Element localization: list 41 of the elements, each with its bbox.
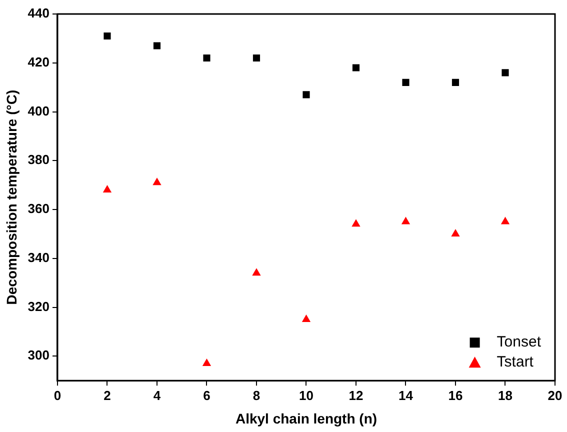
y-axis-title: Decomposition temperature (°C) [3, 90, 20, 305]
y-tick-label: 300 [28, 348, 50, 363]
point [500, 216, 510, 224]
x-tick-label: 18 [498, 388, 512, 403]
x-tick-label: 16 [448, 388, 463, 403]
y-tick-label: 360 [28, 201, 50, 216]
legend-label: Tstart [496, 354, 534, 371]
point [401, 216, 410, 224]
point [104, 32, 111, 40]
legend-label: Tonset [496, 334, 542, 351]
point [153, 42, 161, 50]
x-tick-label: 8 [252, 388, 260, 403]
point [352, 219, 360, 227]
x-tick-label: 6 [203, 388, 210, 403]
point [102, 184, 112, 192]
point [451, 228, 460, 236]
x-tick-label: 12 [348, 388, 364, 403]
x-tick-label: 20 [548, 388, 562, 403]
y-tick-label: 340 [28, 250, 50, 265]
point [152, 178, 162, 186]
x-tick-label: 14 [398, 388, 414, 403]
y-tick-label: 320 [28, 298, 50, 314]
y-tick-label: 420 [28, 54, 50, 70]
point [252, 268, 261, 276]
point [252, 54, 260, 62]
x-tick-label: 2 [104, 388, 111, 403]
point [452, 78, 460, 86]
point [352, 64, 360, 72]
y-tick-label: 400 [28, 103, 50, 118]
point [502, 69, 509, 76]
point [302, 314, 311, 322]
x-tick-label: 0 [54, 388, 62, 403]
point [202, 358, 212, 366]
point [203, 54, 210, 62]
y-tick-label: 380 [28, 152, 50, 168]
point [302, 91, 310, 98]
x-tick-label: 4 [153, 388, 162, 403]
x-tick-label: 10 [299, 388, 314, 403]
y-tick-label: 440 [28, 6, 50, 21]
x-axis-title: Alkyl chain length (n) [235, 410, 378, 426]
point [402, 78, 410, 86]
